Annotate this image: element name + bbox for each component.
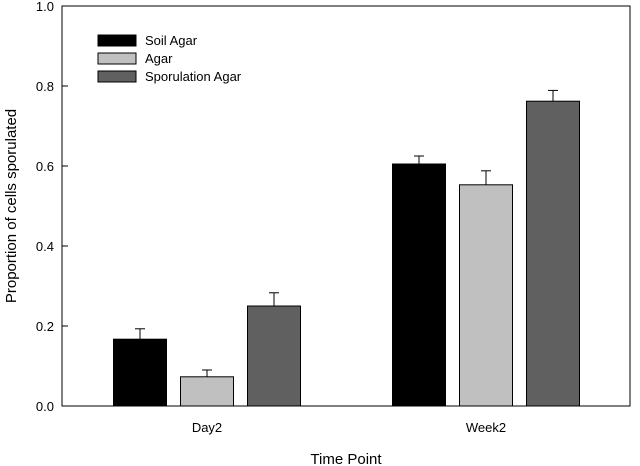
plot-frame [61, 5, 631, 407]
y-tick-label: 1.0 [36, 0, 54, 14]
y-tick-label: 0.8 [36, 79, 54, 94]
legend-swatch [97, 34, 137, 47]
bar [526, 100, 580, 407]
legend-swatch [97, 70, 137, 83]
y-tick-label: 0.2 [36, 319, 54, 334]
bar [459, 184, 513, 407]
bars [113, 89, 580, 407]
y-axis-title: Proportion of cells sporulated [3, 109, 20, 303]
x-tick-label: Week2 [466, 420, 506, 435]
legend-label: Soil Agar [145, 33, 198, 48]
x-tick-label: Day2 [192, 420, 222, 435]
y-tick-label: 0.4 [36, 239, 54, 254]
x-axis-title: Time Point [310, 451, 382, 466]
legend-label: Sporulation Agar [145, 69, 242, 84]
legend: Soil Agar Agar Sporulation Agar [97, 33, 242, 84]
bar [180, 376, 234, 407]
y-tick-label: 0.6 [36, 159, 54, 174]
bar [113, 338, 167, 407]
y-tick-label: 0.0 [36, 399, 54, 414]
y-axis: 0.0 0.2 0.4 0.6 0.8 1.0 [36, 0, 68, 414]
legend-label: Agar [145, 51, 173, 66]
legend-swatch [97, 52, 137, 65]
bar [247, 305, 301, 407]
x-axis: Day2 Week2 [192, 400, 506, 435]
bar [392, 163, 446, 407]
